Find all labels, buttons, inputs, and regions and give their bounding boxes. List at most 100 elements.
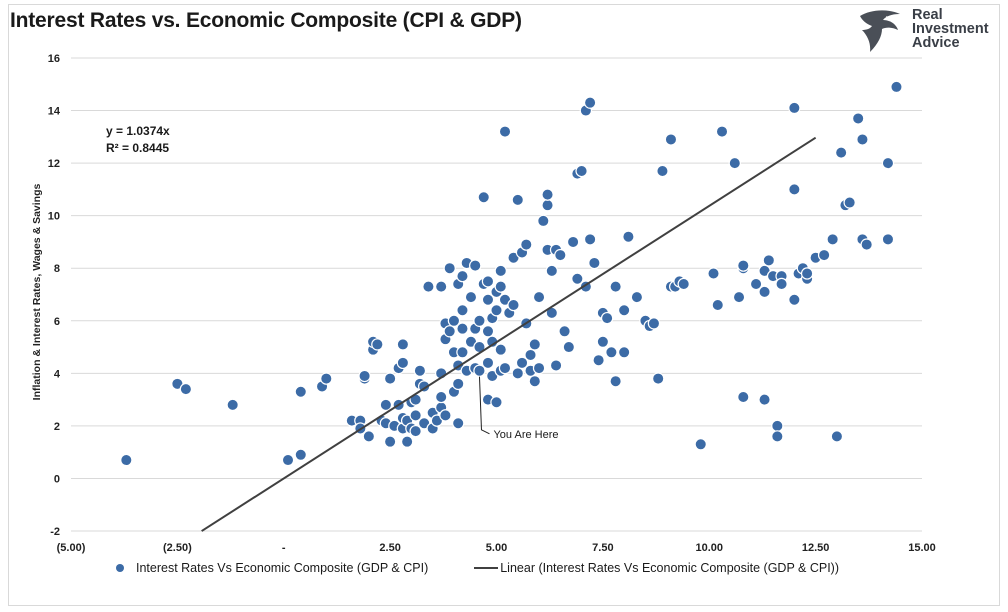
- data-point: [881, 233, 895, 246]
- data-point: [490, 304, 503, 317]
- legend-label-scatter: Interest Rates Vs Economic Composite (GD…: [136, 561, 429, 575]
- data-point: [715, 125, 729, 138]
- data-point: [592, 353, 605, 367]
- logo-line-2: Investment: [912, 21, 989, 37]
- data-point: [537, 214, 550, 228]
- data-point: [545, 264, 559, 278]
- logo-line-3: Advice: [912, 35, 960, 51]
- data-point: [477, 191, 490, 204]
- data-point: [511, 367, 524, 380]
- data-point: [452, 417, 465, 430]
- data-point: [605, 346, 618, 359]
- data-point: [588, 256, 601, 270]
- data-point: [490, 396, 503, 409]
- data-point: [413, 364, 427, 377]
- data-point: [549, 359, 563, 372]
- data-point: [788, 183, 801, 196]
- data-point: [498, 361, 512, 375]
- data-point: [571, 272, 584, 285]
- data-point: [452, 377, 465, 391]
- trendline: [201, 136, 817, 532]
- data-point: [400, 435, 414, 448]
- chart-title: Interest Rates vs. Economic Composite (C…: [10, 9, 522, 32]
- data-point: [498, 125, 512, 138]
- data-point: [707, 267, 720, 280]
- data-point: [656, 164, 669, 178]
- legend: Interest Rates Vs Economic Composite (GD…: [116, 561, 839, 575]
- data-point: [481, 293, 495, 306]
- data-point: [371, 338, 384, 351]
- data-point: [758, 393, 771, 406]
- data-point: [600, 311, 614, 325]
- r-squared: R² = 0.8445: [106, 141, 169, 155]
- data-point: [566, 235, 580, 249]
- data-point: [762, 254, 776, 267]
- data-point: [528, 375, 541, 388]
- data-point: [826, 233, 839, 246]
- data-point: [362, 430, 376, 443]
- data-point: [456, 304, 469, 317]
- y-axis-ticks: -2 0 2 4 6 8 10 12 14 16: [48, 53, 61, 538]
- data-point: [728, 156, 741, 170]
- x-tick-label: (2.50): [163, 542, 192, 554]
- y-tick-label: 6: [54, 316, 60, 328]
- data-point: [511, 193, 524, 207]
- x-tick-label: 15.00: [908, 542, 936, 554]
- data-point: [860, 238, 873, 251]
- legend-item-linear: Linear (Interest Rates Vs Economic Compo…: [474, 561, 839, 575]
- data-point: [583, 233, 597, 246]
- brand-logo: Real Investment Advice: [856, 8, 996, 54]
- y-tick-label: 16: [48, 53, 60, 65]
- data-point: [788, 101, 801, 115]
- data-point: [622, 230, 635, 243]
- x-tick-label: 12.50: [802, 542, 830, 554]
- data-point: [481, 275, 495, 288]
- data-point: [617, 346, 631, 359]
- logo-line-1: Real: [912, 7, 943, 23]
- data-point: [358, 369, 371, 383]
- x-tick-label: -: [282, 542, 286, 554]
- y-tick-label: -2: [50, 526, 60, 538]
- data-point: [851, 112, 865, 125]
- data-point: [439, 409, 452, 422]
- legend-item-scatter: Interest Rates Vs Economic Composite (GD…: [116, 561, 428, 575]
- data-point: [481, 356, 495, 370]
- data-point: [583, 96, 597, 109]
- chart-frame: [8, 4, 1000, 606]
- data-point: [771, 430, 784, 443]
- x-tick-label: 2.50: [379, 542, 400, 554]
- data-point: [120, 453, 133, 467]
- data-point: [817, 248, 831, 262]
- legend-marker-dot: [116, 564, 124, 572]
- data-point: [481, 325, 495, 338]
- data-point: [443, 262, 456, 275]
- data-point: [775, 277, 788, 291]
- eagle-icon: [860, 10, 900, 52]
- data-point: [758, 285, 771, 299]
- data-point: [788, 293, 801, 306]
- data-point: [447, 314, 461, 327]
- data-point: [881, 156, 895, 170]
- y-tick-label: 12: [48, 158, 60, 170]
- data-point: [575, 164, 588, 178]
- x-axis-ticks: (5.00) (2.50) - 2.50 5.00 7.50 10.00 12.50 15.00: [57, 542, 936, 554]
- trend-equation: y = 1.0374x: [106, 124, 170, 138]
- data-point: [596, 335, 610, 348]
- data-point: [843, 196, 856, 209]
- data-point: [541, 188, 554, 201]
- data-point: [473, 364, 486, 377]
- data-point: [558, 325, 571, 338]
- data-point: [520, 238, 533, 251]
- data-point: [664, 133, 678, 146]
- data-point: [469, 259, 482, 272]
- data-point: [647, 317, 661, 330]
- data-point: [494, 343, 507, 356]
- data-point: [830, 430, 844, 443]
- data-point: [800, 267, 814, 280]
- x-tick-label: 5.00: [486, 542, 507, 554]
- data-point: [456, 346, 469, 359]
- data-point: [294, 385, 307, 398]
- data-point: [383, 372, 397, 385]
- data-point: [464, 290, 478, 304]
